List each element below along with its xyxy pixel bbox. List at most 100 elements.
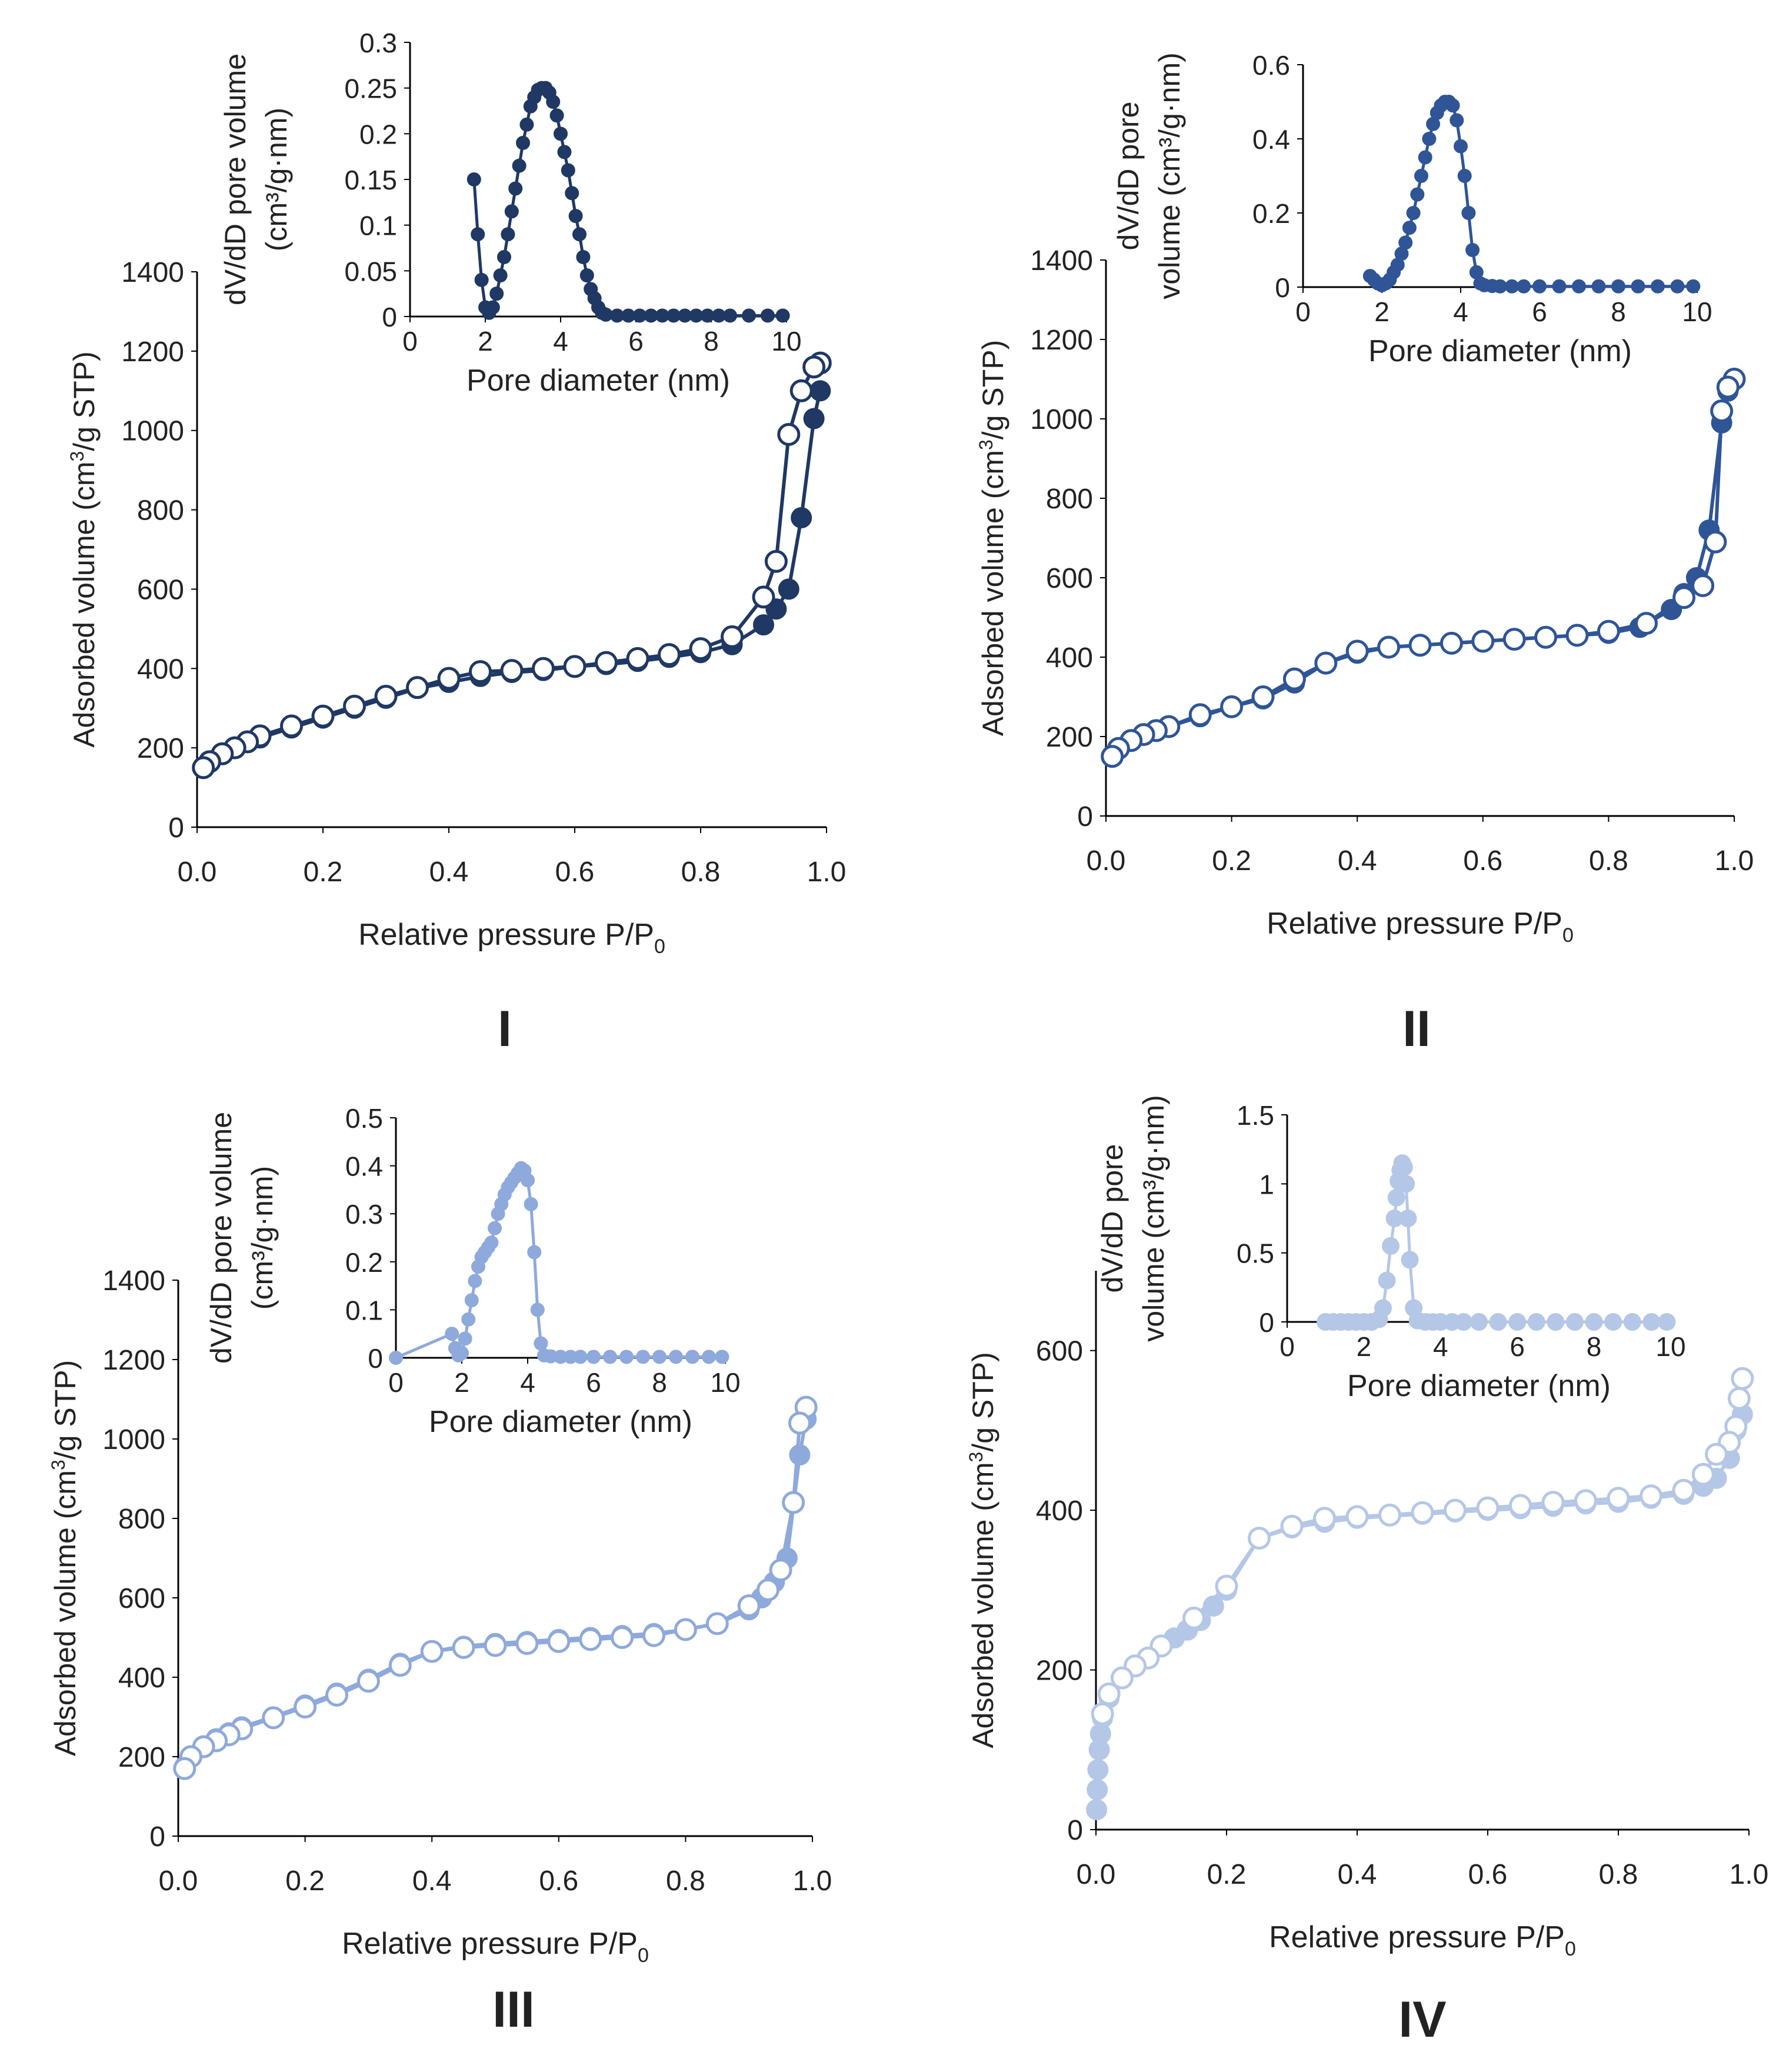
I-inset-ytick-label-0: 0	[382, 302, 397, 332]
IV-main-series-desorption-point-0	[1731, 1367, 1754, 1390]
IV-inset-series-PSD-point-12	[1387, 1188, 1405, 1207]
III-inset-series-PSD-point-35	[603, 1350, 617, 1364]
I-main-series-desorption-point-4	[764, 549, 788, 573]
II-inset-ytick-label-1: 0.2	[1252, 198, 1290, 229]
chart-II-main: 0.0 0.2 0.4 0.6 0.8 1.00200400600800100012001…	[975, 245, 1754, 947]
III-inset-series-PSD-point-7	[464, 1293, 479, 1308]
III-main-series-desorption-point-26	[173, 1757, 196, 1780]
I-inset-xtick-label-0: 0	[402, 326, 418, 357]
IV-main-series-desorption-point-26	[1097, 1682, 1121, 1705]
IV-inset-series-PSD-point-33	[1585, 1313, 1603, 1331]
I-main-ylabel-tail: /g STP)	[68, 351, 101, 451]
II-main-series-desorption-point-2	[1710, 399, 1734, 422]
panel-label-IV: IV	[1398, 1991, 1446, 2048]
I-main-ytick-label-5: 1000	[121, 416, 184, 447]
IV-inset-series-PSD-point-28	[1489, 1313, 1507, 1331]
III-main-series-desorption-point-12	[515, 1632, 539, 1655]
II-main-series-desorption-point-12	[1440, 631, 1463, 655]
I-inset-series-PSD-point-7	[493, 268, 508, 283]
IV-main-ytick-label-2: 400	[1036, 1495, 1083, 1527]
I-inset-series-PSD-point-49	[775, 308, 790, 323]
III-inset-ytick-label-5: 0.5	[345, 1103, 383, 1134]
IV-inset-xlabel: Pore diameter (nm)	[1347, 1369, 1611, 1403]
I-main-series-adsorption-point-25	[803, 408, 825, 429]
chart-III-inset: 0 2 4 6 8 10 0 0.1 0.2 0.3 0.4 0.5 Pore diameter (nm…	[205, 1103, 741, 1439]
II-main-series-desorption-point-4	[1691, 574, 1715, 597]
I-main-ytick-label-4: 800	[137, 495, 184, 527]
I-inset-series-PSD-point-29	[576, 250, 591, 265]
IV-inset-series-PSD-line	[1325, 1158, 1667, 1324]
I-main-series-desorption-point-16	[406, 676, 429, 699]
III-main-xlabel-sub: 0	[638, 1944, 649, 1967]
panel-label-III: III	[492, 1981, 535, 2038]
II-main-xtick-label-4: 0.8	[1589, 845, 1628, 877]
III-main-series-desorption-point-2	[782, 1491, 805, 1514]
I-inset-series-PSD-point-46	[723, 308, 737, 323]
II-main-series-desorption-point-16	[1314, 651, 1338, 675]
IV-main-xtick-label-4: 0.8	[1599, 1859, 1638, 1890]
IV-main-series-desorption-line	[1101, 1378, 1744, 1715]
I-inset-ylabel-line2: (cm³/g·nm)	[260, 108, 293, 251]
III-main-series-desorption-point-19	[294, 1695, 317, 1719]
I-inset-series-PSD-point-21	[546, 94, 561, 109]
III-inset-series-PSD-point-39	[669, 1350, 683, 1364]
III-main-ytick-label-5: 1000	[102, 1424, 165, 1455]
III-main-series-desorption-point-16	[388, 1654, 412, 1677]
I-inset-xtick-label-1: 2	[478, 326, 493, 357]
I-inset-series-PSD-point-24	[557, 145, 572, 159]
III-main-xtick-label-2: 0.4	[412, 1866, 452, 1897]
IV-inset-xtick-label-3: 6	[1510, 1331, 1525, 1362]
II-inset-series-PSD-point-22	[1450, 113, 1464, 128]
III-main-series-desorption-point-5	[737, 1594, 761, 1617]
I-main-series-adsorption-point-24	[791, 507, 812, 529]
IV-inset-xtick-label-0: 0	[1279, 1331, 1295, 1362]
II-main-series-desorption-point-13	[1408, 634, 1432, 657]
I-inset-series-PSD-point-9	[501, 227, 515, 242]
I-main-series-desorption-point-7	[689, 637, 712, 661]
IV-inset-xtick-label-4: 8	[1587, 1331, 1602, 1362]
II-inset-xtick-label-5: 10	[1682, 297, 1712, 327]
III-inset-series-PSD-point-41	[702, 1350, 716, 1364]
III-inset-series-PSD-point-25	[524, 1197, 538, 1211]
II-inset-series-PSD-point-39	[1631, 279, 1645, 294]
IV-inset-series-PSD-point-29	[1508, 1313, 1527, 1331]
III-main-series-desorption-point-3	[769, 1558, 792, 1582]
II-inset-series-PSD-point-37	[1591, 279, 1606, 294]
II-inset-series-PSD-point-15	[1422, 132, 1437, 146]
I-inset-series-PSD-point-26	[565, 186, 579, 201]
II-inset-ylabel-line2: volume (cm³/g·nm)	[1153, 52, 1186, 299]
I-inset-series-PSD-point-23	[554, 126, 568, 141]
II-main-series-adsorption-line	[1111, 391, 1730, 758]
IV-main-series-desorption-point-14	[1411, 1501, 1434, 1524]
I-main-series-desorption-point-6	[721, 625, 744, 648]
I-inset-series-PSD-point-2	[474, 272, 489, 287]
IV-main-series-desorption-point-27	[1091, 1702, 1114, 1725]
III-main-series-desorption-point-15	[420, 1640, 444, 1663]
I-main-xtick-label-3: 0.6	[555, 857, 595, 888]
IV-main-series-desorption-point-12	[1476, 1496, 1500, 1520]
II-main-xlabel: Relative pressure P/P0	[1267, 907, 1574, 947]
III-inset-series-PSD-line	[395, 1166, 722, 1360]
IV-main-xlabel-sub: 0	[1565, 1938, 1576, 1960]
III-main-series-desorption-point-14	[452, 1635, 475, 1659]
III-inset-xtick-label-3: 6	[586, 1367, 601, 1398]
I-main-xtick-label-0: 0.0	[178, 857, 217, 888]
III-main-ytick-label-4: 800	[118, 1504, 165, 1535]
I-inset-xtick-label-2: 4	[553, 326, 568, 357]
IV-main-ytick-label-1: 200	[1036, 1655, 1083, 1687]
III-main-series-desorption-point-9	[611, 1626, 634, 1649]
III-main-series-desorption-point-11	[547, 1630, 571, 1653]
IV-main-ylabel: Adsorbed volume (cm3/g STP)	[965, 1352, 999, 1748]
II-main-ylabel: Adsorbed volume (cm3/g STP)	[975, 340, 1009, 737]
IV-main-series-desorption-point-6	[1672, 1478, 1695, 1502]
IV-main-series-desorption-point-15	[1378, 1503, 1401, 1527]
II-inset-series-PSD-point-21	[1445, 98, 1460, 113]
III-main-series-desorption-point-7	[674, 1618, 697, 1641]
III-inset-xtick-label-5: 10	[710, 1367, 740, 1398]
I-main-ytick-label-1: 200	[137, 733, 184, 764]
II-main-series-desorption-point-6	[1634, 612, 1658, 635]
III-inset-series-PSD-point-1	[445, 1327, 459, 1341]
I-inset-series-PSD-point-27	[568, 209, 583, 224]
III-inset-series-PSD-point-14	[488, 1221, 502, 1235]
